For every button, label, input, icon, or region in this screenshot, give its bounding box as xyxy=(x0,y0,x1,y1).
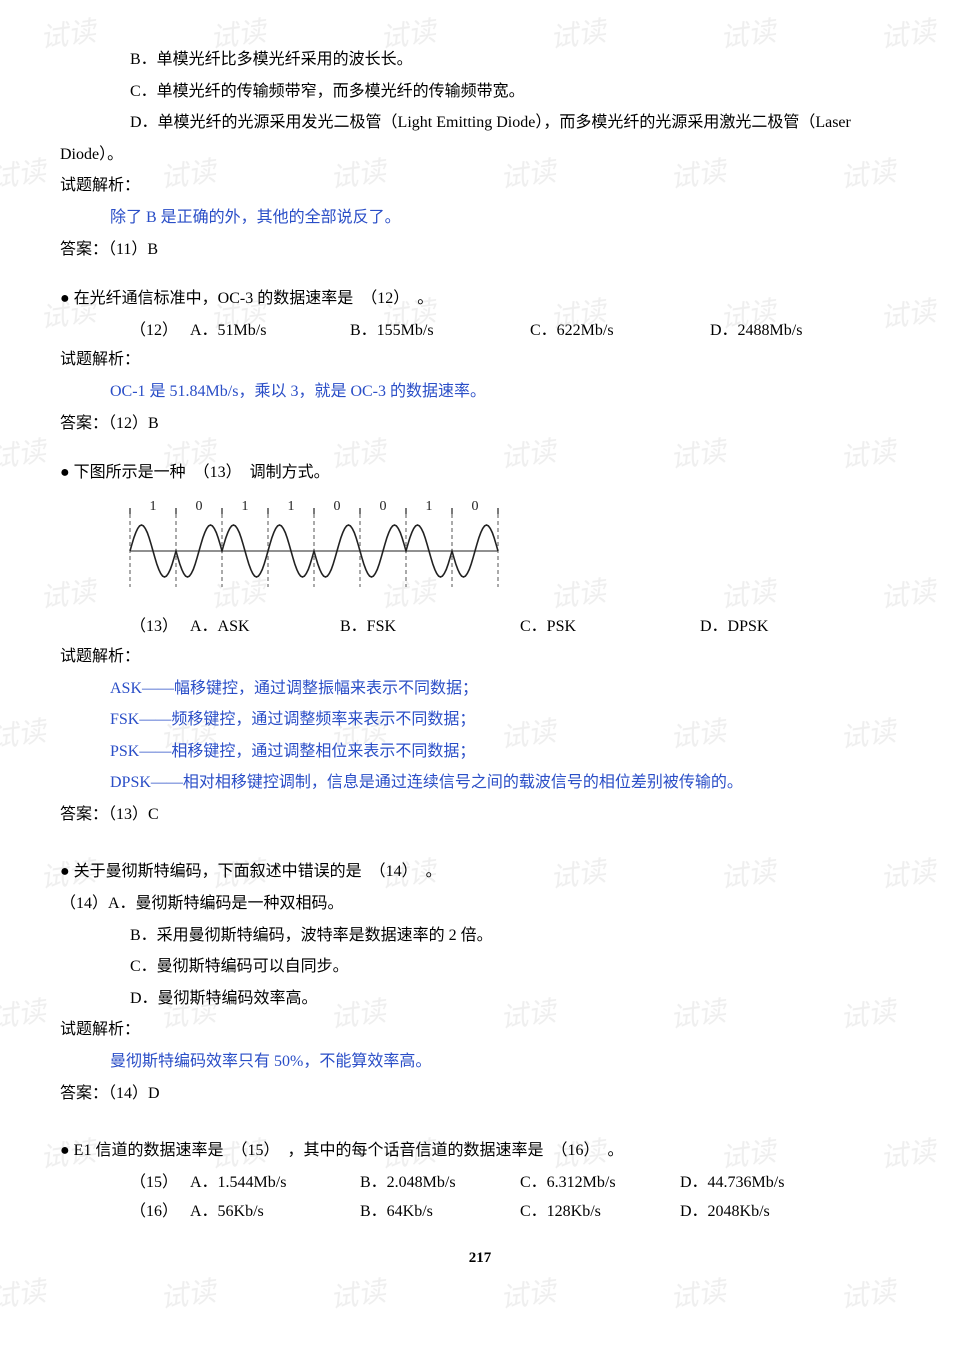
q12-option-a: A．51Mb/s xyxy=(190,316,350,346)
page-content: B．单模光纤比多模光纤采用的波长长。 C．单模光纤的传输频带窄，而多模光纤的传输… xyxy=(60,45,900,1273)
svg-text:1: 1 xyxy=(150,499,157,514)
q14-option-a: （14）A．曼彻斯特编码是一种双相码。 xyxy=(60,889,900,919)
watermark: 试读 xyxy=(0,986,49,1045)
watermark: 试读 xyxy=(0,426,49,485)
q13-stem: ● 下图所示是一种 （13） 调制方式。 xyxy=(60,458,900,488)
modulation-diagram-svg: 1 0 1 1 0 0 1 0 xyxy=(120,496,510,596)
q12-option-b: B．155Mb/s xyxy=(350,316,530,346)
q15-label: （15） xyxy=(130,1168,190,1198)
q13-option-c: C．PSK xyxy=(520,612,700,642)
q15-option-b: B．2.048Mb/s xyxy=(360,1168,520,1198)
watermark: 试读 xyxy=(327,1266,390,1325)
q13-answer: 答案：（13）C xyxy=(60,800,900,830)
q13-analysis-3: PSK——相移键控，通过调整相位来表示不同数据； xyxy=(60,737,900,767)
q13-analysis-1: ASK——幅移键控，通过调整振幅来表示不同数据； xyxy=(60,674,900,704)
q14-analysis: 曼彻斯特编码效率只有 50%，不能算效率高。 xyxy=(60,1047,900,1077)
svg-text:0: 0 xyxy=(334,499,341,514)
watermark: 试读 xyxy=(667,1266,730,1325)
q16-option-b: B．64Kb/s xyxy=(360,1197,520,1227)
svg-text:0: 0 xyxy=(196,499,203,514)
q12-answer: 答案：（12）B xyxy=(60,409,900,439)
q14-option-b: B．采用曼彻斯特编码，波特率是数据速率的 2 倍。 xyxy=(60,921,900,951)
watermark: 试读 xyxy=(0,1266,49,1325)
watermark: 试读 xyxy=(157,1266,220,1325)
q12-options: （12） A．51Mb/s B．155Mb/s C．622Mb/s D．2488… xyxy=(60,316,900,346)
q11-answer: 答案：（11）B xyxy=(60,235,900,265)
svg-text:1: 1 xyxy=(426,499,433,514)
q15-row: （15） A．1.544Mb/s B．2.048Mb/s C．6.312Mb/s… xyxy=(60,1168,900,1198)
q16-label: （16） xyxy=(130,1197,190,1227)
q12-stem: ● 在光纤通信标准中，OC-3 的数据速率是 （12） 。 xyxy=(60,284,900,314)
q14-answer: 答案：（14）D xyxy=(60,1079,900,1109)
q12-analysis: OC-1 是 51.84Mb/s，乘以 3，就是 OC-3 的数据速率。 xyxy=(60,377,900,407)
q15-option-a: A．1.544Mb/s xyxy=(190,1168,360,1198)
watermark: 试读 xyxy=(497,1266,560,1325)
q13-option-d: D．DPSK xyxy=(700,612,768,642)
q16-row: （16） A．56Kb/s B．64Kb/s C．128Kb/s D．2048K… xyxy=(60,1197,900,1227)
q15-option-d: D．44.736Mb/s xyxy=(680,1168,850,1198)
q13-diagram: 1 0 1 1 0 0 1 0 xyxy=(60,490,900,613)
q11-analysis-label: 试题解析： xyxy=(60,171,900,201)
watermark: 试读 xyxy=(837,1266,900,1325)
q13-option-a: A．ASK xyxy=(190,612,340,642)
svg-text:0: 0 xyxy=(380,499,387,514)
watermark: 试读 xyxy=(0,706,49,765)
q13-option-b: B．FSK xyxy=(340,612,520,642)
q11-option-d: D．单模光纤的光源采用发光二极管（Light Emitting Diode），而… xyxy=(60,108,900,138)
q11-analysis: 除了 B 是正确的外，其他的全部说反了。 xyxy=(60,203,900,233)
q16-option-d: D．2048Kb/s xyxy=(680,1197,770,1227)
q12-option-d: D．2488Mb/s xyxy=(710,316,900,346)
q16-option-a: A．56Kb/s xyxy=(190,1197,360,1227)
q11-option-c: C．单模光纤的传输频带窄，而多模光纤的传输频带宽。 xyxy=(60,77,900,107)
q15-stem: ● E1 信道的数据速率是 （15） ，其中的每个话音信道的数据速率是 （16）… xyxy=(60,1136,900,1166)
svg-text:1: 1 xyxy=(242,499,249,514)
q14-stem: ● 关于曼彻斯特编码，下面叙述中错误的是 （14） 。 xyxy=(60,857,900,887)
q13-analysis-label: 试题解析： xyxy=(60,642,900,672)
q13-analysis-4: DPSK——相对相移键控调制，信息是通过连续信号之间的载波信号的相位差别被传输的… xyxy=(60,768,900,798)
q12-opt-label: （12） xyxy=(130,316,190,346)
watermark: 试读 xyxy=(0,146,49,205)
q14-option-c: C．曼彻斯特编码可以自同步。 xyxy=(60,952,900,982)
q11-option-d-cont: Diode）。 xyxy=(60,140,900,170)
q12-option-c: C．622Mb/s xyxy=(530,316,710,346)
q11-option-b: B．单模光纤比多模光纤采用的波长长。 xyxy=(60,45,900,75)
svg-text:0: 0 xyxy=(472,499,479,514)
q14-analysis-label: 试题解析： xyxy=(60,1015,900,1045)
q14-option-d: D．曼彻斯特编码效率高。 xyxy=(60,984,900,1014)
q16-option-c: C．128Kb/s xyxy=(520,1197,680,1227)
q13-options: （13） A．ASK B．FSK C．PSK D．DPSK xyxy=(60,612,900,642)
q13-analysis-2: FSK——频移键控，通过调整频率来表示不同数据； xyxy=(60,705,900,735)
svg-text:1: 1 xyxy=(288,499,295,514)
q15-option-c: C．6.312Mb/s xyxy=(520,1168,680,1198)
q13-opt-label: （13） xyxy=(130,612,190,642)
page-number: 217 xyxy=(60,1245,900,1273)
q12-analysis-label: 试题解析： xyxy=(60,345,900,375)
